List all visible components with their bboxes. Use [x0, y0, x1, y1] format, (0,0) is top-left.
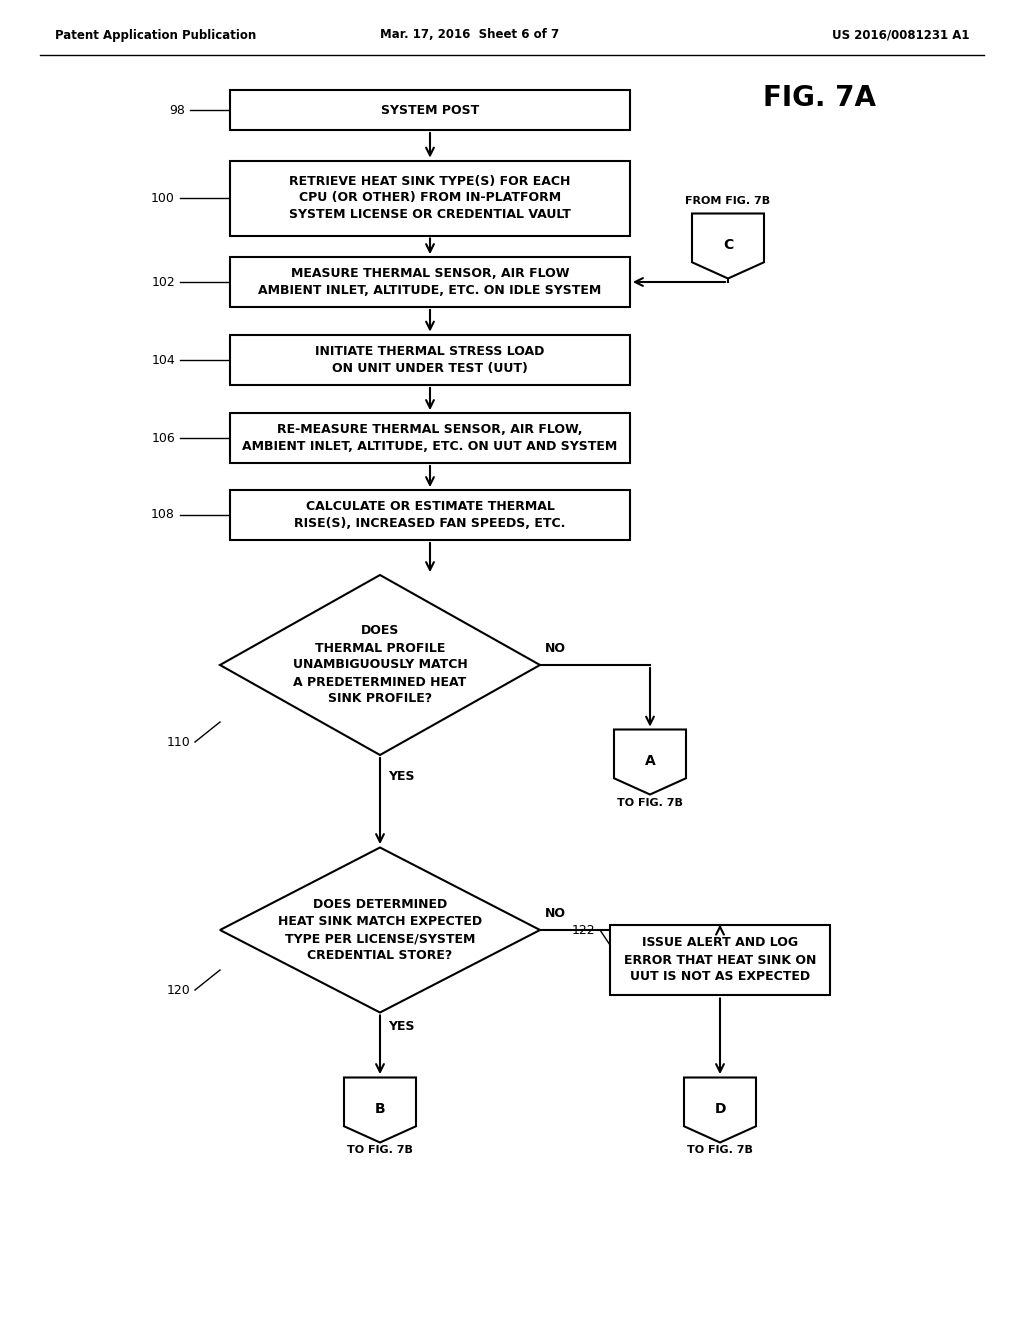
- Text: NO: NO: [545, 642, 566, 655]
- Text: DOES
THERMAL PROFILE
UNAMBIGUOUSLY MATCH
A PREDETERMINED HEAT
SINK PROFILE?: DOES THERMAL PROFILE UNAMBIGUOUSLY MATCH…: [293, 624, 467, 705]
- Text: ISSUE ALERT AND LOG
ERROR THAT HEAT SINK ON
UUT IS NOT AS EXPECTED: ISSUE ALERT AND LOG ERROR THAT HEAT SINK…: [624, 936, 816, 983]
- FancyBboxPatch shape: [230, 335, 630, 385]
- Text: YES: YES: [388, 770, 415, 783]
- Text: 98: 98: [169, 103, 185, 116]
- Polygon shape: [220, 847, 540, 1012]
- Text: YES: YES: [388, 1020, 415, 1034]
- Text: C: C: [723, 238, 733, 252]
- FancyBboxPatch shape: [230, 90, 630, 129]
- Text: US 2016/0081231 A1: US 2016/0081231 A1: [833, 29, 970, 41]
- Text: FROM FIG. 7B: FROM FIG. 7B: [685, 195, 771, 206]
- Text: RETRIEVE HEAT SINK TYPE(S) FOR EACH
CPU (OR OTHER) FROM IN-PLATFORM
SYSTEM LICEN: RETRIEVE HEAT SINK TYPE(S) FOR EACH CPU …: [289, 174, 571, 222]
- Text: TO FIG. 7B: TO FIG. 7B: [617, 799, 683, 808]
- Polygon shape: [692, 214, 764, 279]
- Text: D: D: [715, 1102, 726, 1117]
- FancyBboxPatch shape: [230, 413, 630, 463]
- Text: MEASURE THERMAL SENSOR, AIR FLOW
AMBIENT INLET, ALTITUDE, ETC. ON IDLE SYSTEM: MEASURE THERMAL SENSOR, AIR FLOW AMBIENT…: [258, 267, 602, 297]
- Text: 102: 102: [152, 276, 175, 289]
- Text: 106: 106: [152, 432, 175, 445]
- Text: Patent Application Publication: Patent Application Publication: [55, 29, 256, 41]
- FancyBboxPatch shape: [230, 490, 630, 540]
- FancyBboxPatch shape: [610, 925, 830, 995]
- Text: 110: 110: [166, 735, 190, 748]
- Text: 104: 104: [152, 354, 175, 367]
- Text: TO FIG. 7B: TO FIG. 7B: [687, 1144, 753, 1155]
- Text: 100: 100: [152, 191, 175, 205]
- FancyBboxPatch shape: [230, 161, 630, 235]
- Text: 108: 108: [152, 508, 175, 521]
- Polygon shape: [344, 1077, 416, 1143]
- Text: FIG. 7A: FIG. 7A: [764, 84, 877, 112]
- Text: SYSTEM POST: SYSTEM POST: [381, 103, 479, 116]
- Text: RE-MEASURE THERMAL SENSOR, AIR FLOW,
AMBIENT INLET, ALTITUDE, ETC. ON UUT AND SY: RE-MEASURE THERMAL SENSOR, AIR FLOW, AMB…: [243, 422, 617, 453]
- FancyBboxPatch shape: [230, 257, 630, 308]
- Polygon shape: [220, 576, 540, 755]
- Text: TO FIG. 7B: TO FIG. 7B: [347, 1144, 413, 1155]
- Text: A: A: [645, 754, 655, 768]
- Text: Mar. 17, 2016  Sheet 6 of 7: Mar. 17, 2016 Sheet 6 of 7: [381, 29, 559, 41]
- Text: NO: NO: [545, 907, 566, 920]
- Text: 122: 122: [571, 924, 595, 936]
- Text: B: B: [375, 1102, 385, 1117]
- Polygon shape: [684, 1077, 756, 1143]
- Text: INITIATE THERMAL STRESS LOAD
ON UNIT UNDER TEST (UUT): INITIATE THERMAL STRESS LOAD ON UNIT UND…: [315, 345, 545, 375]
- Text: CALCULATE OR ESTIMATE THERMAL
RISE(S), INCREASED FAN SPEEDS, ETC.: CALCULATE OR ESTIMATE THERMAL RISE(S), I…: [294, 500, 565, 531]
- Polygon shape: [614, 730, 686, 795]
- Text: DOES DETERMINED
HEAT SINK MATCH EXPECTED
TYPE PER LICENSE/SYSTEM
CREDENTIAL STOR: DOES DETERMINED HEAT SINK MATCH EXPECTED…: [278, 898, 482, 962]
- Text: 120: 120: [166, 983, 190, 997]
